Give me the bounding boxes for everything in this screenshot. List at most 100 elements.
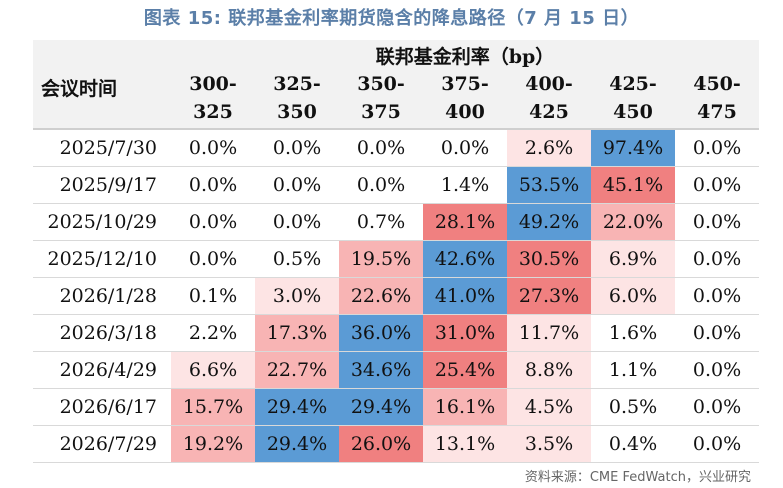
probability-cell: 31.0% bbox=[423, 314, 507, 352]
probability-cell: 0.0% bbox=[171, 166, 255, 204]
meeting-date-header-label: 会议时间 bbox=[41, 78, 118, 100]
probability-cell: 2.2% bbox=[171, 314, 255, 352]
probability-cell: 30.5% bbox=[507, 240, 591, 278]
rate-column-header-part: 375 bbox=[361, 101, 401, 123]
table-row: 2026/4/29 6.6% 22.7% 34.6% 25.4% 8.8% 1.1% 0.0% bbox=[33, 351, 759, 389]
rate-column-header-part: 325- bbox=[273, 73, 321, 95]
probability-cell: 15.7% bbox=[171, 388, 255, 426]
rate-group-header: 联邦基金利率（bp） bbox=[171, 40, 759, 70]
probability-cell: 29.4% bbox=[339, 388, 423, 426]
probability-cell: 0.0% bbox=[339, 166, 423, 204]
probability-cell: 22.6% bbox=[339, 277, 423, 315]
probability-cell: 1.6% bbox=[591, 314, 675, 352]
probability-cell: 45.1% bbox=[591, 166, 675, 204]
probability-cell: 27.3% bbox=[507, 277, 591, 315]
probability-cell: 29.4% bbox=[255, 388, 339, 426]
probability-cell: 4.5% bbox=[507, 388, 591, 426]
probability-cell: 0.0% bbox=[675, 128, 759, 167]
probability-cell: 0.0% bbox=[255, 166, 339, 204]
probability-cell: 41.0% bbox=[423, 277, 507, 315]
rate-column-header: 325- 350 bbox=[255, 70, 339, 129]
rate-probability-table: 会议时间 联邦基金利率（bp） 300- 325 325- 350 350- 375 375… bbox=[33, 40, 759, 463]
probability-cell: 8.8% bbox=[507, 351, 591, 389]
rate-column-header-part: 425- bbox=[609, 73, 657, 95]
source-note: 资料来源：CME FedWatch，兴业研究 bbox=[524, 470, 751, 485]
rate-column-header-part: 400 bbox=[445, 101, 485, 123]
rate-column-header: 300- 325 bbox=[171, 70, 255, 129]
meeting-date-header: 会议时间 bbox=[33, 40, 171, 129]
meeting-date-cell: 2026/4/29 bbox=[33, 351, 171, 389]
probability-table-container: 会议时间 联邦基金利率（bp） 300- 325 325- 350 350- 375 375… bbox=[33, 40, 759, 463]
meeting-date-cell: 2026/3/18 bbox=[33, 314, 171, 352]
probability-cell: 19.2% bbox=[171, 425, 255, 463]
probability-cell: 11.7% bbox=[507, 314, 591, 352]
rate-column-header-part: 300- bbox=[189, 73, 237, 95]
probability-cell: 28.1% bbox=[423, 203, 507, 241]
rate-column-header-row: 300- 325 325- 350 350- 375 375- 400 400- 425 425- 4… bbox=[33, 70, 759, 129]
probability-cell: 0.0% bbox=[675, 166, 759, 204]
rate-column-header: 350- 375 bbox=[339, 70, 423, 129]
rate-column-header-part: 475 bbox=[697, 101, 737, 123]
rate-column-header: 375- 400 bbox=[423, 70, 507, 129]
table-row: 2026/3/18 2.2% 17.3% 36.0% 31.0% 11.7% 1.6% 0.0… bbox=[33, 314, 759, 352]
chart-title: 图表 15: 联邦基金利率期货隐含的降息路径（7 月 15 日） bbox=[143, 8, 640, 29]
table-row: 2026/6/17 15.7% 29.4% 29.4% 16.1% 4.5% 0.5% 0.0… bbox=[33, 388, 759, 426]
group-header-row: 会议时间 联邦基金利率（bp） bbox=[33, 40, 759, 129]
probability-cell: 0.0% bbox=[255, 128, 339, 167]
meeting-date-cell: 2026/6/17 bbox=[33, 388, 171, 426]
probability-cell: 34.6% bbox=[339, 351, 423, 389]
probability-cell: 22.7% bbox=[255, 351, 339, 389]
probability-cell: 0.0% bbox=[171, 240, 255, 278]
probability-cell: 53.5% bbox=[507, 166, 591, 204]
rate-column-header-part: 350 bbox=[277, 101, 317, 123]
probability-cell: 29.4% bbox=[255, 425, 339, 463]
table-row: 2025/9/17 0.0% 0.0% 0.0% 1.4% 53.5% 45.1% 0.0% bbox=[33, 166, 759, 204]
probability-cell: 0.7% bbox=[339, 203, 423, 241]
probability-cell: 22.0% bbox=[591, 203, 675, 241]
probability-cell: 6.9% bbox=[591, 240, 675, 278]
probability-cell: 19.5% bbox=[339, 240, 423, 278]
probability-cell: 17.3% bbox=[255, 314, 339, 352]
probability-cell: 0.0% bbox=[675, 314, 759, 352]
table-row: 2026/1/28 0.1% 3.0% 22.6% 41.0% 27.3% 6.0% 0.0% bbox=[33, 277, 759, 315]
probability-cell: 0.4% bbox=[591, 425, 675, 463]
meeting-date-cell: 2025/9/17 bbox=[33, 166, 171, 204]
probability-cell: 6.0% bbox=[591, 277, 675, 315]
meeting-date-cell: 2025/7/30 bbox=[33, 128, 171, 167]
meeting-date-cell: 2025/12/10 bbox=[33, 240, 171, 278]
table-row: 2025/7/30 0.0% 0.0% 0.0% 0.0% 2.6% 97.4% 0.0% bbox=[33, 128, 759, 167]
probability-cell: 0.1% bbox=[171, 277, 255, 315]
probability-cell: 0.5% bbox=[255, 240, 339, 278]
probability-cell: 2.6% bbox=[507, 128, 591, 167]
probability-cell: 0.0% bbox=[675, 388, 759, 426]
probability-cell: 25.4% bbox=[423, 351, 507, 389]
probability-cell: 0.0% bbox=[675, 351, 759, 389]
probability-cell: 0.0% bbox=[675, 277, 759, 315]
rate-column-header-part: 325 bbox=[193, 101, 233, 123]
probability-cell: 97.4% bbox=[591, 128, 675, 167]
rate-column-header-part: 425 bbox=[529, 101, 569, 123]
probability-cell: 26.0% bbox=[339, 425, 423, 463]
probability-cell: 0.0% bbox=[675, 203, 759, 241]
table-row: 2025/12/10 0.0% 0.5% 19.5% 42.6% 30.5% 6.9% 0.0… bbox=[33, 240, 759, 278]
probability-cell: 1.1% bbox=[591, 351, 675, 389]
probability-cell: 0.0% bbox=[171, 128, 255, 167]
probability-cell: 42.6% bbox=[423, 240, 507, 278]
rate-column-header-part: 450 bbox=[613, 101, 653, 123]
probability-cell: 3.5% bbox=[507, 425, 591, 463]
probability-cell: 0.0% bbox=[423, 128, 507, 167]
rate-column-header-part: 375- bbox=[441, 73, 489, 95]
table-row: 2025/10/29 0.0% 0.0% 0.7% 28.1% 49.2% 22.0% 0.0… bbox=[33, 203, 759, 241]
meeting-date-cell: 2025/10/29 bbox=[33, 203, 171, 241]
probability-cell: 1.4% bbox=[423, 166, 507, 204]
probability-cell: 0.0% bbox=[675, 240, 759, 278]
table-row: 2026/7/29 19.2% 29.4% 26.0% 13.1% 3.5% 0.4% 0.0… bbox=[33, 425, 759, 463]
rate-column-header-part: 450- bbox=[693, 73, 741, 95]
rate-column-header-part: 350- bbox=[357, 73, 405, 95]
rate-column-header: 400- 425 bbox=[507, 70, 591, 129]
probability-cell: 49.2% bbox=[507, 203, 591, 241]
probability-cell: 13.1% bbox=[423, 425, 507, 463]
table-body: 2025/7/30 0.0% 0.0% 0.0% 0.0% 2.6% 97.4% 0.0% 20… bbox=[33, 128, 759, 463]
probability-cell: 0.0% bbox=[339, 128, 423, 167]
probability-cell: 36.0% bbox=[339, 314, 423, 352]
